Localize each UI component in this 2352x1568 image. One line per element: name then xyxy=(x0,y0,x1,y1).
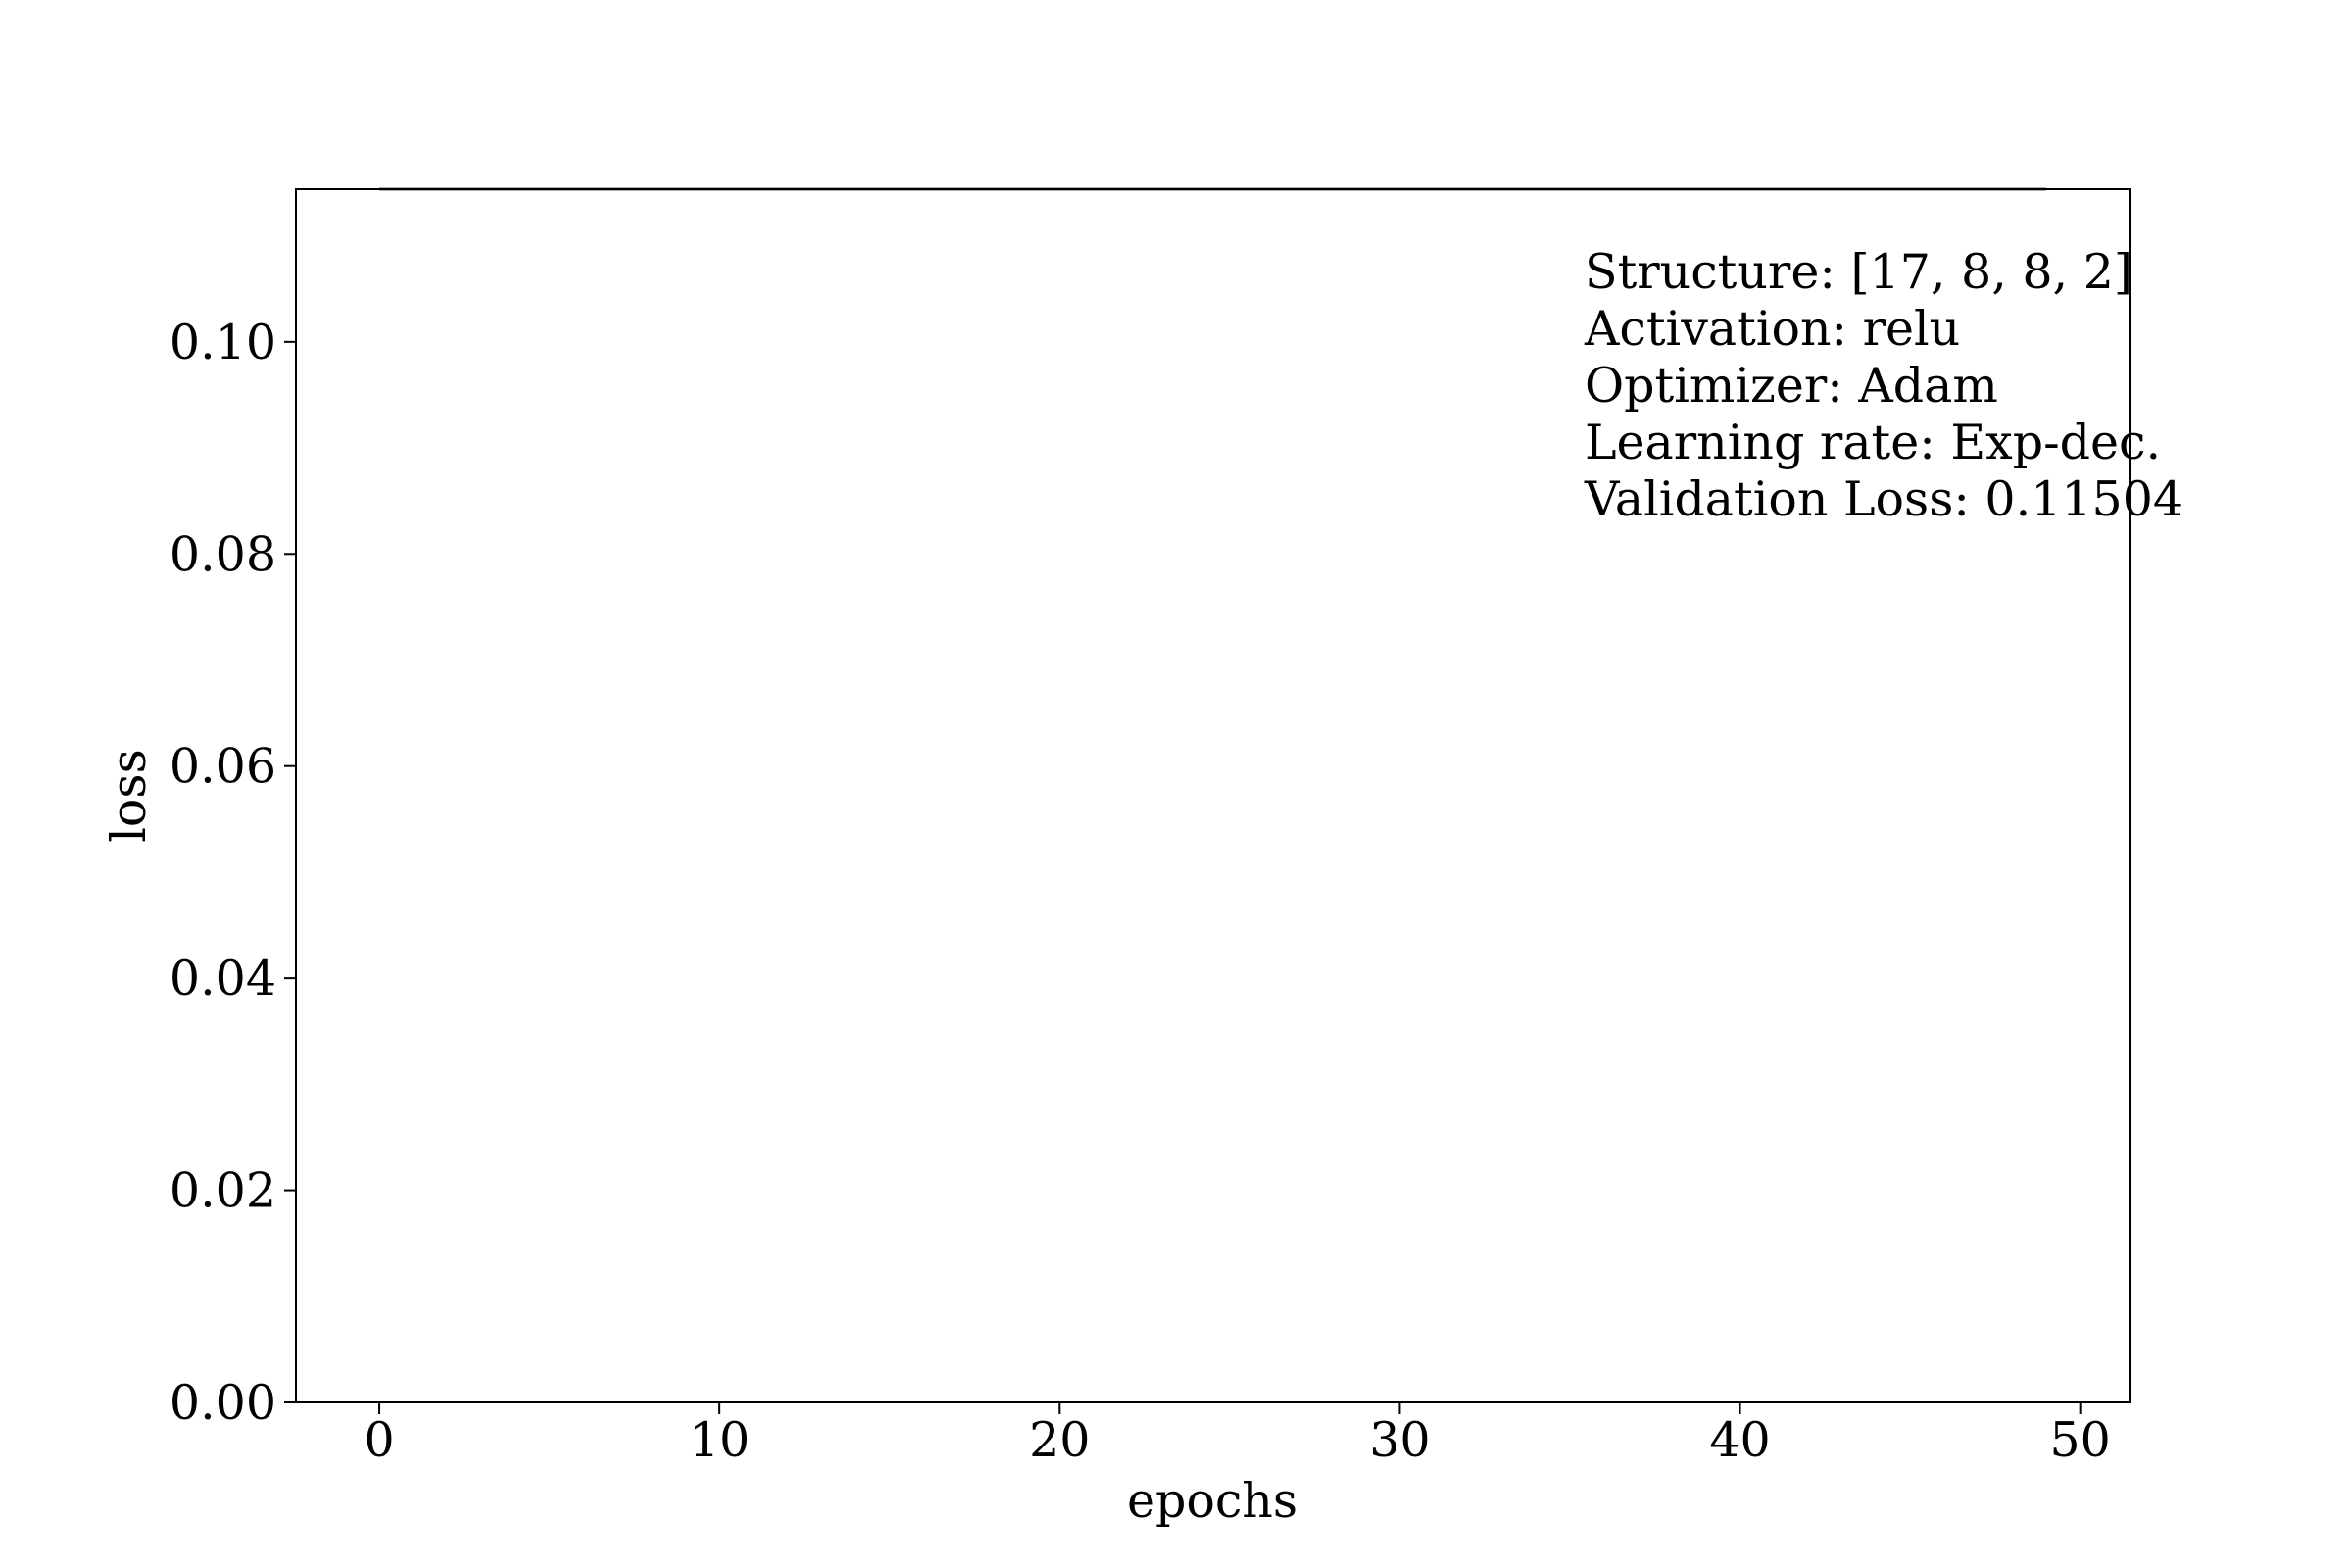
x-tick-label: 0 xyxy=(364,1412,394,1468)
y-tick-label: 0.02 xyxy=(170,1163,276,1219)
plot-frame xyxy=(295,188,2131,1403)
y-tick-label: 0.06 xyxy=(170,739,276,795)
x-tick-label: 40 xyxy=(1709,1412,1770,1468)
y-axis-label: loss xyxy=(101,749,157,842)
annotation-line: Validation Loss: 0.11504 xyxy=(1584,471,2183,527)
y-tick-label: 0.04 xyxy=(170,951,276,1006)
ticks-layer: 0 10 20 30 40 50 0.00 0.02 0.04 0.06 0.08 0.10 xyxy=(170,315,2111,1468)
x-tick-label: 50 xyxy=(2049,1412,2110,1468)
x-axis-label: epochs xyxy=(1127,1473,1298,1529)
annotation-line: Optimizer: Adam xyxy=(1585,358,1998,414)
x-tick-label: 10 xyxy=(689,1412,750,1468)
x-tick-label: 20 xyxy=(1029,1412,1090,1468)
annotation-line: Learning rate: Exp-dec. xyxy=(1585,415,2161,470)
y-tick-label: 0.00 xyxy=(170,1375,276,1431)
y-tick-label: 0.10 xyxy=(170,315,276,370)
y-tick-label: 0.08 xyxy=(170,526,276,582)
annotation-box: Structure: [17, 8, 8, 2]Activation: relu… xyxy=(1584,244,2183,527)
annotation-line: Structure: [17, 8, 8, 2] xyxy=(1585,244,2132,300)
x-tick-label: 30 xyxy=(1369,1412,1430,1468)
annotation-line: Activation: relu xyxy=(1584,301,1960,357)
